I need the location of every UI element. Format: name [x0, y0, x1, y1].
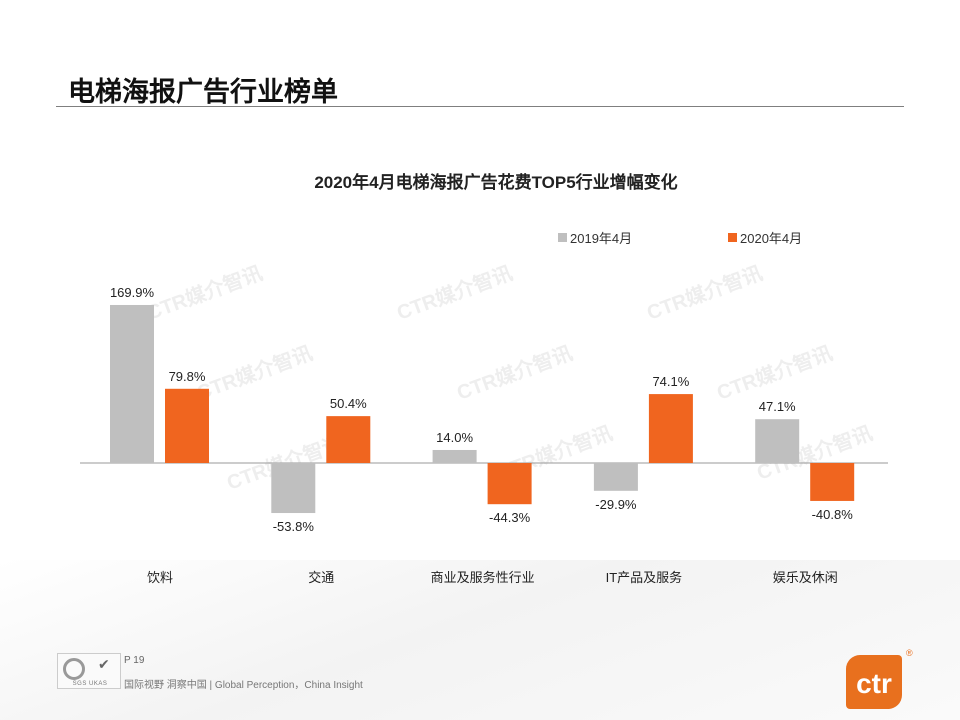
- data-label: -29.9%: [595, 497, 637, 512]
- legend: 2019年4月 2020年4月: [558, 231, 802, 246]
- legend-label: 2020年4月: [740, 231, 802, 246]
- bar: [487, 463, 532, 505]
- bar: [810, 463, 855, 501]
- bar: [271, 463, 316, 514]
- watermark: CTR媒介智讯: [394, 261, 516, 325]
- category-label: 交通: [308, 570, 334, 585]
- data-label: -40.8%: [812, 507, 854, 522]
- certification-logo: ✔ SGS UKAS: [57, 653, 121, 689]
- bar-chart: 2020年4月电梯海报广告花费TOP5行业增幅变化 CTR媒介智讯 CTR媒介智讯…: [80, 172, 888, 585]
- legend-swatch: [558, 233, 567, 242]
- page-number: P 19: [124, 655, 145, 666]
- background-gradient: [0, 560, 960, 720]
- watermark: CTR媒介智讯: [194, 341, 316, 405]
- ukas-check-icon: ✔: [98, 656, 110, 672]
- data-label: 47.1%: [759, 399, 796, 414]
- bar: [110, 304, 154, 463]
- data-label: 79.8%: [169, 369, 206, 384]
- title-divider: [56, 106, 904, 107]
- data-label: -53.8%: [273, 519, 315, 534]
- watermark: CTR媒介智讯: [144, 261, 266, 325]
- data-label: -44.3%: [489, 510, 531, 525]
- ctr-logo: ctr: [846, 655, 902, 709]
- cert-labels: SGS UKAS: [72, 681, 108, 687]
- data-label: 14.0%: [436, 430, 473, 445]
- legend-label: 2019年4月: [570, 231, 632, 246]
- legend-swatch: [728, 233, 737, 242]
- watermark: CTR媒介智讯: [454, 341, 576, 405]
- page-title: 电梯海报广告行业榜单: [68, 77, 338, 107]
- category-label: 商业及服务性行业: [431, 570, 535, 585]
- category-label: IT产品及服务: [606, 570, 683, 585]
- category-label: 娱乐及休闲: [773, 570, 838, 585]
- data-label: 74.1%: [652, 374, 689, 389]
- bars: 169.9% 79.8% 饮料 -53.8% 50.4% 交通 14.0% -44.3% 商业及…: [110, 285, 855, 585]
- bar: [755, 419, 800, 463]
- data-label: 169.9%: [110, 285, 155, 300]
- watermark: CTR媒介智讯: [714, 341, 836, 405]
- registered-mark: ®: [906, 648, 913, 658]
- data-label: 50.4%: [330, 396, 367, 411]
- bar: [593, 463, 638, 491]
- sgs-seal-icon: [63, 658, 85, 680]
- footer-slogan: 国际视野 洞察中国 | Global Perception，China Insi…: [124, 680, 363, 691]
- chart-title: 2020年4月电梯海报广告花费TOP5行业增幅变化: [314, 172, 677, 192]
- bar: [432, 449, 477, 463]
- bar: [326, 416, 371, 463]
- category-label: 饮料: [147, 570, 173, 585]
- watermark: CTR媒介智讯: [644, 261, 766, 325]
- bar: [165, 388, 209, 463]
- bar: [648, 394, 693, 463]
